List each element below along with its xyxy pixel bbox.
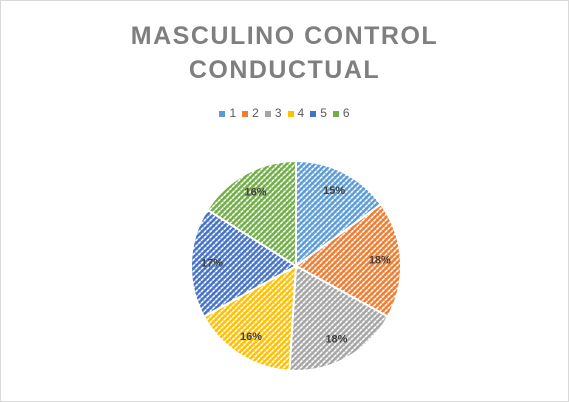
pie-slice: [294, 202, 402, 318]
legend-label: 5: [320, 106, 327, 120]
pie-slice: [295, 159, 383, 268]
legend-label: 3: [274, 106, 282, 120]
legend-swatch: [310, 110, 317, 117]
pie-slice: [288, 264, 390, 372]
data-label: 16%: [240, 331, 262, 343]
legend-item: 1: [219, 106, 236, 120]
data-label: 18%: [325, 334, 347, 346]
pie-slice: [205, 159, 297, 268]
data-label: 16%: [245, 186, 267, 198]
legend-label: 2: [252, 106, 259, 120]
legend-label: 1: [229, 106, 237, 120]
legend-swatch: [242, 110, 249, 117]
legend-swatch: [332, 110, 339, 117]
pie-slice: [202, 264, 298, 372]
data-label: 15%: [323, 185, 345, 197]
legend-item: 6: [332, 106, 350, 120]
chart-title: MASCULINO CONTROL CONDUCTUAL: [130, 22, 439, 84]
legend-item: 4: [287, 106, 305, 120]
legend-swatch: [219, 110, 226, 117]
legend-item: 5: [310, 106, 327, 120]
data-label: 18%: [369, 255, 391, 267]
data-label: 17%: [201, 257, 223, 269]
legend: 1 2 3 4 5 6: [1, 106, 568, 120]
legend-swatch: [287, 110, 294, 117]
legend-swatch: [264, 110, 271, 117]
legend-item: 2: [242, 106, 259, 120]
legend-item: 3: [264, 106, 282, 120]
legend-label: 6: [342, 106, 350, 120]
pie-slice: [190, 208, 298, 318]
legend-label: 4: [297, 106, 305, 120]
